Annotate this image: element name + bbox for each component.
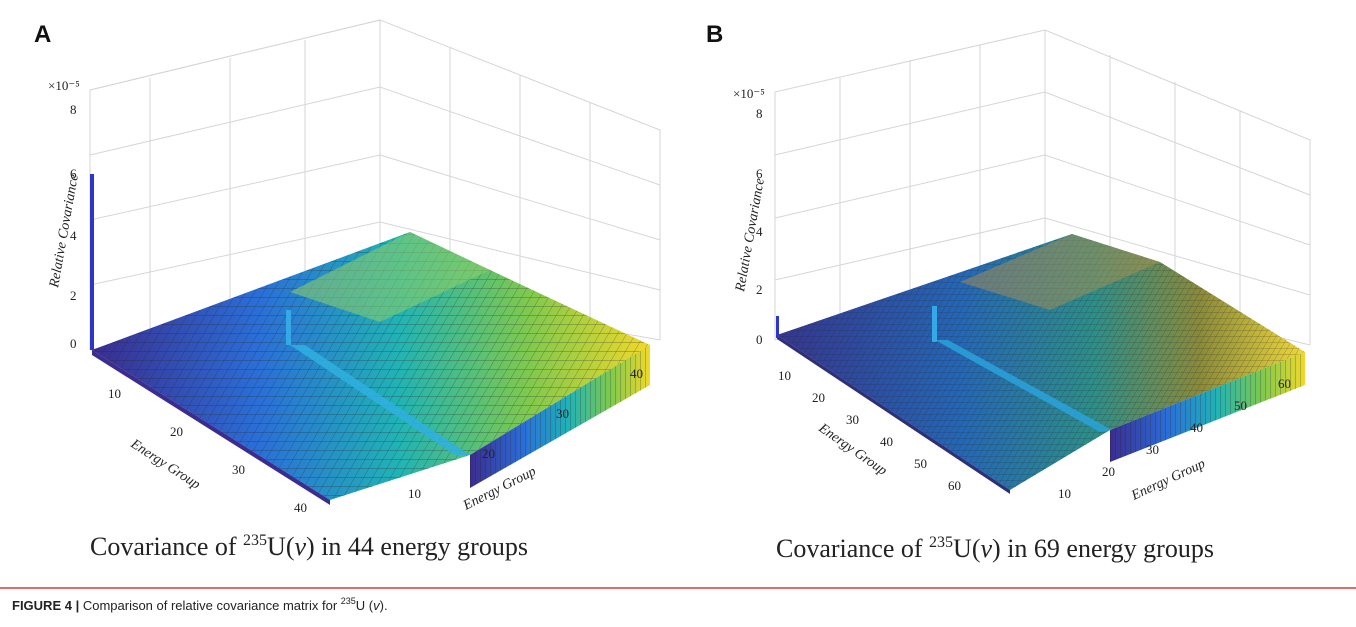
panel-b-y-tick: 60 bbox=[1278, 376, 1291, 391]
panel-a-x-tick: 30 bbox=[232, 462, 245, 477]
panel-a-peak-bar bbox=[90, 174, 94, 350]
panel-b-z-tick: 6 bbox=[756, 166, 763, 181]
panel-a-y-tick: 10 bbox=[408, 486, 421, 501]
panel-b-y-tick: 10 bbox=[1058, 486, 1071, 501]
panel-b-y-tick: 50 bbox=[1234, 398, 1247, 413]
panel-letter-b: B bbox=[706, 21, 723, 48]
panel-b-z-label: Relative Covariance bbox=[733, 177, 768, 294]
panel-b-y-tick: 30 bbox=[1146, 442, 1159, 457]
panel-a-subtitle: Covariance of 235U(v) in 44 energy group… bbox=[90, 532, 528, 561]
panel-a-z-tick: 2 bbox=[70, 288, 77, 303]
panel-a-y-tick: 20 bbox=[482, 446, 495, 461]
panel-b-diagonal-ridge bbox=[935, 340, 1112, 432]
panel-b-y-label: Energy Group bbox=[1128, 456, 1207, 504]
panel-a: A ×10 bbox=[34, 19, 661, 561]
panel-a-x-tick: 40 bbox=[294, 500, 307, 515]
panel-a-z-tick: 4 bbox=[70, 228, 77, 243]
panel-b-x-tick: 10 bbox=[778, 368, 791, 383]
panel-b-z-tick: 8 bbox=[756, 106, 763, 121]
panel-b-y-tick: 40 bbox=[1190, 420, 1203, 435]
panel-a-x-label: Energy Group bbox=[127, 436, 203, 492]
panel-b-x-tick: 60 bbox=[948, 478, 961, 493]
panel-a-diagonal-spike bbox=[286, 310, 291, 345]
panel-b-x-label: Energy Group bbox=[815, 420, 890, 478]
panel-b-z-tick: 4 bbox=[756, 224, 763, 239]
panel-a-z-tick: 8 bbox=[70, 102, 77, 117]
panel-letter-a: A bbox=[34, 21, 51, 48]
panel-a-y-tick: 30 bbox=[556, 406, 569, 421]
panel-b-peak-bar bbox=[776, 316, 779, 338]
panel-b: B ×10⁻⁵ 8 6 4 2 0 bbox=[706, 21, 1311, 563]
panel-a-z-label: Relative Covariance bbox=[47, 173, 82, 290]
panel-a-x-tick: 20 bbox=[170, 424, 183, 439]
panel-b-z-multiplier: ×10⁻⁵ bbox=[733, 86, 765, 101]
panel-a-z-tick: 6 bbox=[70, 166, 77, 181]
panel-b-plateau bbox=[960, 234, 1160, 310]
figure-caption: FIGURE 4 | Comparison of relative covari… bbox=[12, 596, 388, 613]
panel-b-y-tick: 20 bbox=[1102, 464, 1115, 479]
panel-a-diagonal-ridge bbox=[290, 345, 470, 455]
panel-b-x-tick: 40 bbox=[880, 434, 893, 449]
panel-b-x-tick: 30 bbox=[846, 412, 859, 427]
panel-b-z-tick: 2 bbox=[756, 282, 763, 297]
panel-a-x-tick: 10 bbox=[108, 386, 121, 401]
panel-a-z-tick: 0 bbox=[70, 336, 77, 351]
panel-b-x-tick: 20 bbox=[812, 390, 825, 405]
panel-b-x-tick: 50 bbox=[914, 456, 927, 471]
panel-b-diagonal-spike bbox=[932, 306, 937, 342]
panel-a-plateau bbox=[290, 232, 490, 322]
panel-a-z-axis: ×10⁻⁵ 8 6 4 2 0 Relative Covariance bbox=[47, 78, 82, 351]
panel-a-y-tick: 40 bbox=[630, 366, 643, 381]
panel-b-subtitle: Covariance of 235U(v) in 69 energy group… bbox=[776, 534, 1214, 563]
panel-b-z-axis: ×10⁻⁵ 8 6 4 2 0 Relative Covariance bbox=[733, 86, 768, 347]
panel-b-z-tick: 0 bbox=[756, 332, 763, 347]
panel-a-z-multiplier: ×10⁻⁵ bbox=[48, 78, 80, 93]
